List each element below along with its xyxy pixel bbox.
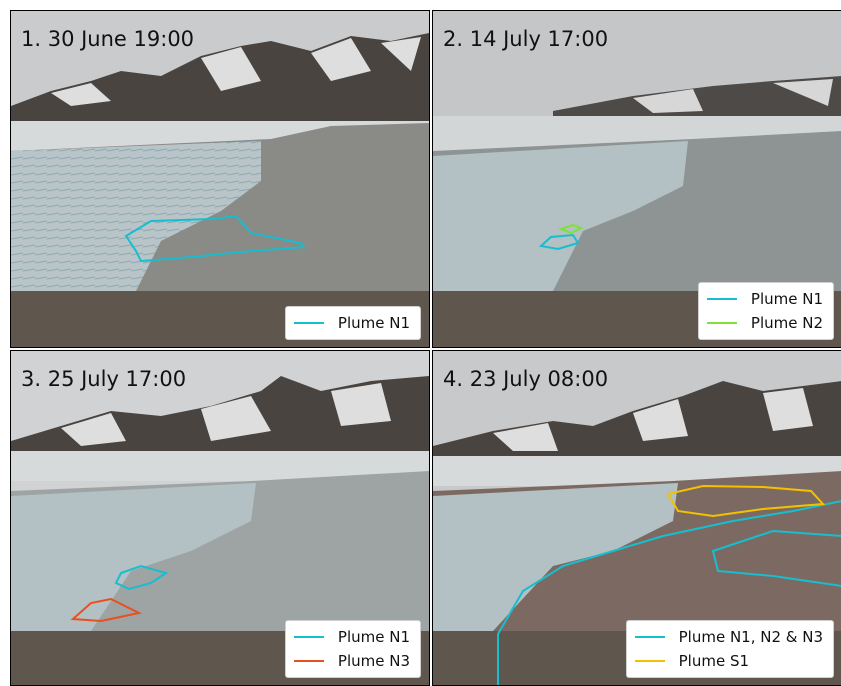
photo-panel-4: 4. 23 July 08:00 Plume N1, N2 & N3 Plume… [432, 350, 841, 686]
legend-swatch-plume-n1-n2-n3 [634, 636, 665, 638]
legend-label: Plume S1 [678, 652, 750, 670]
legend: Plume N1 [284, 306, 421, 340]
plume-n3-outline [70, 597, 143, 623]
legend-label: Plume N1, N2 & N3 [678, 628, 823, 646]
panel-title: 4. 23 July 08:00 [443, 367, 609, 391]
plume-n1-outline [124, 214, 306, 263]
legend-label: Plume N1 [750, 290, 823, 308]
legend: Plume N1, N2 & N3 Plume S1 [625, 620, 834, 678]
plume-n1-outline [538, 233, 580, 251]
legend-item: Plume N1 [706, 287, 823, 311]
legend-swatch-plume-s1 [634, 660, 665, 662]
photo-panel-1: 1. 30 June 19:00 Plume N1 [10, 10, 430, 348]
legend-item: Plume N1 [293, 625, 410, 649]
legend-item: Plume N1, N2 & N3 [634, 625, 823, 649]
legend-label: Plume N1 [337, 628, 410, 646]
legend-label: Plume N1 [337, 314, 410, 332]
legend: Plume N1 Plume N3 [284, 620, 421, 678]
plume-s1-outline [666, 484, 826, 518]
plume-n1-n2-n3-outline [711, 529, 841, 587]
legend-swatch-plume-n2 [706, 322, 737, 324]
legend-swatch-plume-n3 [293, 660, 324, 662]
plume-n1-outline [114, 564, 169, 591]
legend-swatch-plume-n1 [293, 322, 324, 324]
plume-n2-outline [558, 223, 584, 235]
panel-title: 1. 30 June 19:00 [21, 27, 195, 51]
legend-swatch-plume-n1 [706, 298, 737, 300]
panel-title: 2. 14 July 17:00 [443, 27, 609, 51]
legend-item: Plume N2 [706, 311, 823, 335]
legend-item: Plume N1 [293, 311, 410, 335]
plume-n1-n2-n3-outline [497, 500, 841, 685]
panel-title: 3. 25 July 17:00 [21, 367, 187, 391]
legend-swatch-plume-n1 [293, 636, 324, 638]
legend-item: Plume S1 [634, 649, 823, 673]
legend-item: Plume N3 [293, 649, 410, 673]
legend: Plume N1 Plume N2 [697, 282, 834, 340]
legend-label: Plume N3 [337, 652, 410, 670]
photo-panel-3: 3. 25 July 17:00 Plume N1 Plume N3 [10, 350, 430, 686]
glacier-photo-1 [11, 11, 429, 347]
legend-label: Plume N2 [750, 314, 823, 332]
photo-panel-2: 2. 14 July 17:00 Plume N1 Plume N2 [432, 10, 841, 348]
